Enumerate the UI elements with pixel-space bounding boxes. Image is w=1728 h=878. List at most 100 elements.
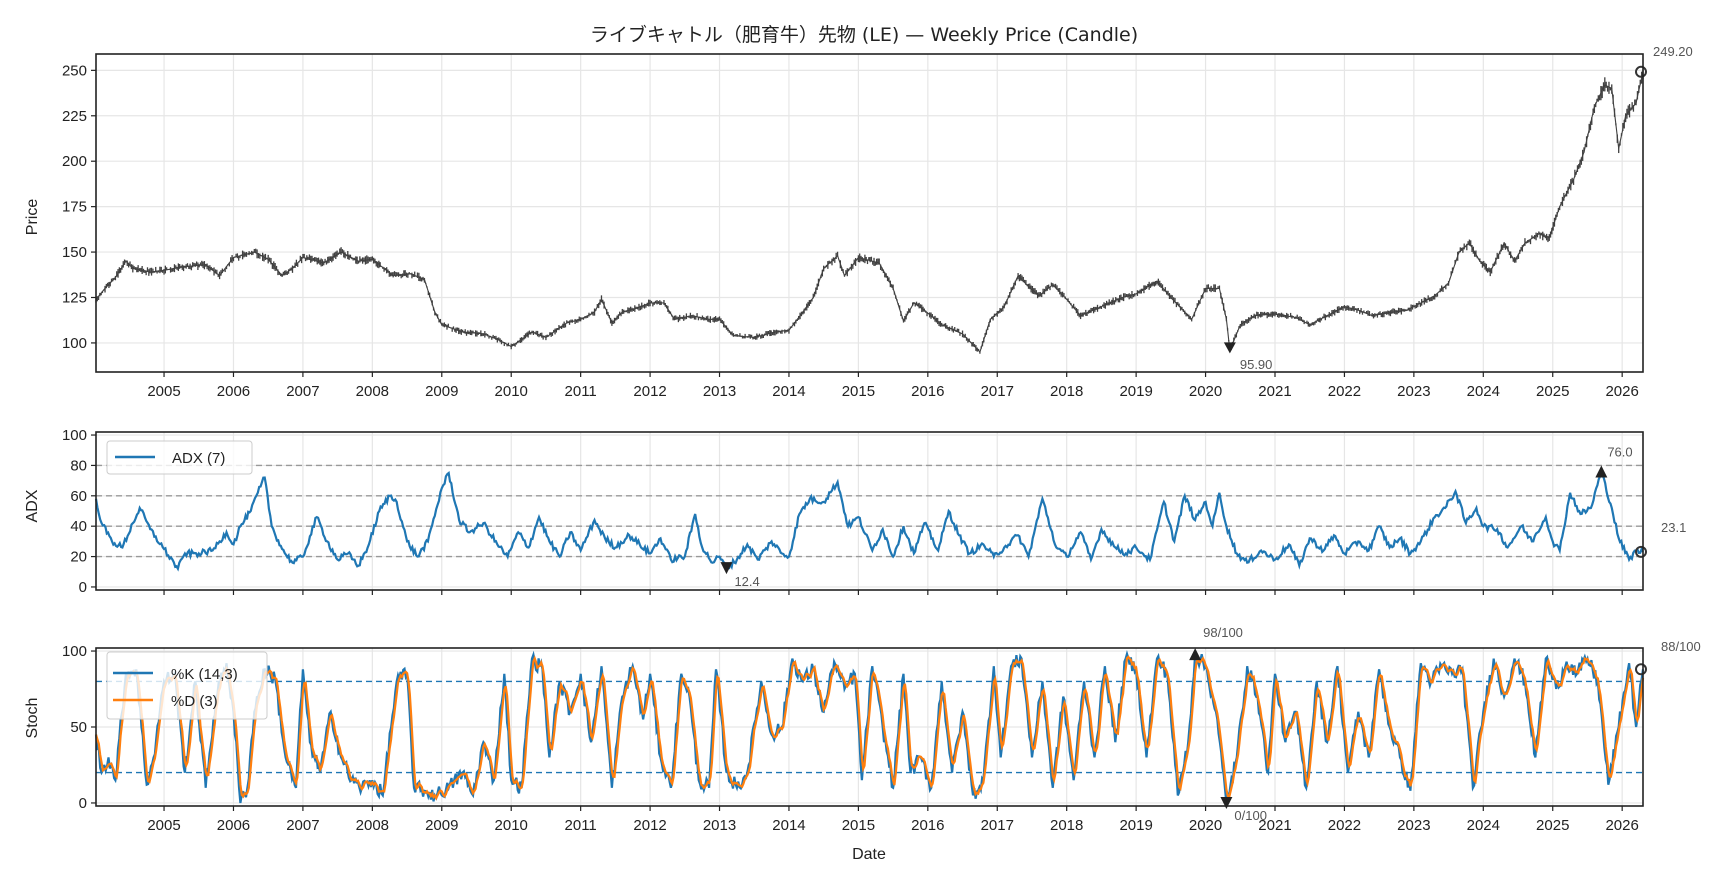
price-frame <box>95 53 1644 373</box>
stoch-min-label: 0/100 <box>1234 808 1267 823</box>
min-price-marker <box>1223 342 1236 354</box>
adx-min-label: 12.4 <box>734 574 759 589</box>
x-tick-label: 2022 <box>1328 817 1361 834</box>
stoch-legend: %K (14,3) %D (3) <box>106 651 268 720</box>
adx-series <box>94 468 1644 572</box>
adx-annotations: 76.0 12.4 23.1 <box>720 445 1686 589</box>
y-tick-label: 50 <box>70 719 87 736</box>
x-tick-label: 2018 <box>1050 383 1083 400</box>
adx-ylabel: ADX <box>24 489 41 522</box>
adx-last-marker <box>1635 545 1647 558</box>
x-tick-label: 2008 <box>356 383 389 400</box>
y-tick-label: 100 <box>62 643 87 660</box>
price-panel: 249.20 95.90 2005 2006 2007 2008 2009 2010 2011… <box>24 44 1693 400</box>
x-tick-label: 2025 <box>1536 817 1569 834</box>
stoch-legend-box <box>106 651 268 720</box>
adx-panel: 76.0 12.4 23.1 0 20 40 60 80 100 ADX ADX (7) <box>24 427 1686 596</box>
y-tick-label: 150 <box>62 244 87 261</box>
x-tick-label: 2017 <box>981 383 1014 400</box>
last-price-marker <box>1635 65 1647 78</box>
x-tick-label: 2015 <box>842 383 875 400</box>
y-tick-label: 0 <box>79 795 87 812</box>
y-tick-label: 175 <box>62 199 87 216</box>
min-price-label: 95.90 <box>1240 357 1273 372</box>
x-tick-label: 2012 <box>633 383 666 400</box>
stoch-ylabel: Stoch <box>24 698 41 739</box>
x-tick-label: 2005 <box>147 817 180 834</box>
x-axis-label: Date <box>852 846 886 863</box>
stoch-last-marker <box>1635 663 1647 676</box>
adx-legend-label: ADX (7) <box>172 450 225 467</box>
x-tick-label: 2023 <box>1397 817 1430 834</box>
x-tick-label: 2026 <box>1605 817 1638 834</box>
x-tick-label: 2010 <box>495 817 528 834</box>
x-tick-label: 2006 <box>217 383 250 400</box>
x-tick-label: 2024 <box>1467 383 1500 400</box>
y-tick-label: 0 <box>79 579 87 596</box>
x-tick-label: 2013 <box>703 383 736 400</box>
price-annotations: 249.20 95.90 <box>1223 44 1693 372</box>
adx-max-label: 76.0 <box>1607 445 1632 460</box>
y-tick-label: 250 <box>62 62 87 79</box>
stoch-annotations: 98/100 0/100 88/100 <box>1189 625 1701 823</box>
adx-grid <box>96 432 1643 590</box>
x-tick-label: 2016 <box>911 383 944 400</box>
stoch-last-label: 88/100 <box>1661 639 1701 654</box>
adx-legend-box <box>106 440 253 475</box>
price-series <box>95 69 1644 354</box>
x-tick-label: 2014 <box>772 817 805 834</box>
x-tick-label: 2015 <box>842 817 875 834</box>
x-tick-label: 2022 <box>1328 383 1361 400</box>
x-tick-label: 2020 <box>1189 383 1222 400</box>
adx-max-marker <box>1595 465 1608 478</box>
adx-last-label: 23.1 <box>1661 520 1686 535</box>
x-tick-label: 2025 <box>1536 383 1569 400</box>
x-tick-label: 2005 <box>147 383 180 400</box>
price-ticks: 2005 2006 2007 2008 2009 2010 2011 2012 2013 2014… <box>62 62 1639 400</box>
x-tick-label: 2010 <box>495 383 528 400</box>
x-tick-label: 2023 <box>1397 383 1430 400</box>
x-tick-label: 2013 <box>703 817 736 834</box>
x-tick-label: 2017 <box>981 817 1014 834</box>
price-grid <box>96 54 1643 372</box>
x-tick-label: 2018 <box>1050 817 1083 834</box>
x-tick-label: 2011 <box>565 817 597 834</box>
stoch-legend-label-d: %D (3) <box>171 693 218 710</box>
adx-ticks: 0 20 40 60 80 100 <box>62 427 1623 596</box>
y-tick-label: 200 <box>62 153 87 170</box>
stoch-ticks: 2005 2006 2007 2008 2009 2010 2011 2012 2013 2014… <box>62 643 1639 834</box>
stoch-min-marker <box>1220 796 1233 809</box>
y-tick-label: 100 <box>62 335 87 352</box>
x-tick-label: 2020 <box>1189 817 1222 834</box>
x-tick-label: 2016 <box>911 817 944 834</box>
y-tick-label: 80 <box>70 457 87 474</box>
price-ylabel: Price <box>24 199 41 236</box>
x-tick-label: 2009 <box>425 817 458 834</box>
x-tick-label: 2007 <box>286 383 319 400</box>
x-tick-label: 2019 <box>1119 383 1152 400</box>
x-tick-label: 2019 <box>1119 817 1152 834</box>
y-tick-label: 125 <box>62 289 87 306</box>
y-tick-label: 225 <box>62 108 87 125</box>
y-tick-label: 40 <box>70 518 87 535</box>
adx-frame <box>95 431 1644 591</box>
x-tick-label: 2009 <box>425 383 458 400</box>
y-tick-label: 60 <box>70 488 87 505</box>
x-tick-label: 2007 <box>286 817 319 834</box>
x-tick-label: 2026 <box>1605 383 1638 400</box>
x-tick-label: 2011 <box>565 383 597 400</box>
x-tick-label: 2021 <box>1258 817 1291 834</box>
x-tick-label: 2024 <box>1467 817 1500 834</box>
x-tick-label: 2014 <box>772 383 805 400</box>
stoch-legend-label-k: %K (14,3) <box>171 666 238 683</box>
adx-min-marker <box>720 562 733 575</box>
stoch-max-label: 98/100 <box>1203 625 1243 640</box>
chart-title: ライブキャトル（肥育牛）先物 (LE) — Weekly Price (Cand… <box>590 23 1138 46</box>
stoch-max-marker <box>1189 648 1202 661</box>
last-price-label: 249.20 <box>1653 44 1693 59</box>
stoch-series <box>94 649 1645 804</box>
stoch-d-line <box>94 654 1645 801</box>
y-tick-label: 20 <box>70 549 87 566</box>
